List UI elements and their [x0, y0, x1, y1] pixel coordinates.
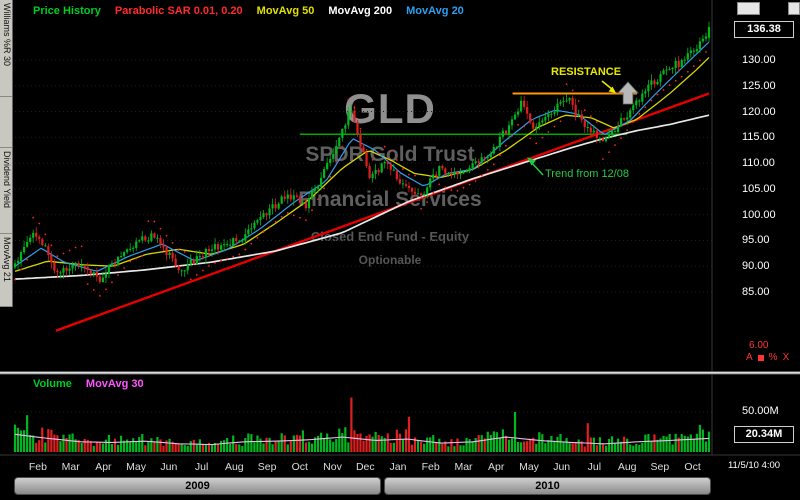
window-control-button[interactable] [788, 2, 800, 15]
price-axis-label: 125.00 [742, 79, 776, 92]
month-label: Oct [684, 461, 701, 473]
watermark-symbol: GLD [344, 85, 436, 132]
year-bar-2009[interactable]: 2009 [14, 477, 381, 495]
pane-tab-label: Dividend Yield [2, 151, 12, 209]
scale-buttons: A % X [746, 352, 789, 363]
legend-movavg-20[interactable]: MovAvg 20 [406, 5, 464, 17]
pane-control-button[interactable] [737, 2, 760, 15]
price-axis-label: 90.00 [742, 260, 770, 273]
year-bar-2010[interactable]: 2010 [384, 477, 711, 495]
panel-divider[interactable] [0, 371, 800, 375]
legend-parabolic-sar[interactable]: Parabolic SAR 0.01, 0.20 [114, 5, 243, 17]
month-label: Sep [650, 461, 670, 473]
month-label: Apr [95, 461, 112, 473]
legend-vol-movavg-30[interactable]: MovAvg 30 [85, 378, 144, 390]
month-label: May [126, 461, 147, 473]
price-axis-label: 115.00 [742, 131, 775, 144]
month-label: Oct [291, 461, 308, 473]
watermark-fund-type: Closed End Fund - Equity [310, 229, 470, 244]
resistance-label: RESISTANCE [551, 66, 622, 78]
month-label: Feb [421, 461, 440, 473]
month-label: May [519, 461, 539, 473]
pane-tab-empty[interactable] [0, 97, 12, 148]
pane-tab-label: MovAvg 21 [2, 237, 12, 282]
scale-square-icon[interactable] [757, 354, 764, 361]
last-bar-timestamp: 11/5/10 4:00 [727, 460, 781, 471]
price-axis-label: 110.00 [742, 157, 775, 170]
month-label: Nov [323, 461, 342, 473]
month-label: Jan [389, 461, 407, 473]
price-axis-label: 85.00 [742, 286, 770, 299]
month-label: Dec [355, 461, 375, 473]
price-axis-label: 95.00 [742, 234, 770, 247]
month-label: Feb [28, 461, 47, 473]
price-axis-label: 100.00 [742, 208, 776, 221]
left-pane-tabs: Williams %R 30 Dividend Yield MovAvg 21 [0, 0, 13, 307]
scale-arithmetic-button[interactable]: A [746, 352, 753, 363]
month-label: Aug [617, 461, 637, 473]
scale-log-button[interactable]: X [782, 352, 790, 363]
pane-tab-movavg-21[interactable]: MovAvg 21 [0, 234, 12, 307]
scale-percent-button[interactable]: % [768, 352, 778, 363]
legend-price-history[interactable]: Price History [33, 5, 101, 17]
trend-label: Trend from 12/08 [545, 168, 629, 180]
pane-tab-label: Williams %R 30 [2, 3, 12, 67]
resistance-pointer-arrow [608, 86, 616, 93]
month-label: Jun [160, 461, 178, 473]
volume-legend: Volume MovAvg 30 [33, 378, 144, 390]
legend-movavg-200[interactable]: MovAvg 200 [328, 5, 393, 17]
month-label: Jun [553, 461, 571, 473]
price-legend: Price History Parabolic SAR 0.01, 0.20 M… [33, 5, 464, 17]
month-label: Jul [587, 461, 602, 473]
month-label: Jul [194, 461, 209, 473]
month-label: Aug [224, 461, 244, 473]
pane-tab-williams-r[interactable]: Williams %R 30 [0, 0, 12, 97]
last-volume-box: 20.34M [734, 426, 794, 443]
last-price-box: 136.38 [734, 21, 794, 38]
trend-pointer-arrow [527, 157, 536, 166]
price-axis-label: 105.00 [742, 182, 776, 195]
watermark-optionable: Optionable [358, 253, 422, 267]
breakout-up-arrow [617, 81, 639, 105]
price-axis-label: 130.00 [742, 54, 776, 66]
legend-volume[interactable]: Volume [33, 378, 72, 390]
legend-movavg-50[interactable]: MovAvg 50 [256, 5, 315, 17]
month-label: Apr [488, 461, 505, 473]
volume-axis-label: 50.00M [742, 405, 779, 417]
month-label: Mar [61, 461, 80, 473]
month-label: Mar [454, 461, 473, 473]
watermark-name: SPDR Gold Trust [305, 143, 475, 166]
month-label: Sep [257, 461, 277, 473]
pane-tab-dividend-yield[interactable]: Dividend Yield [0, 148, 12, 234]
corner-value: 6.00 [749, 340, 769, 351]
price-axis-label: 120.00 [742, 105, 776, 118]
